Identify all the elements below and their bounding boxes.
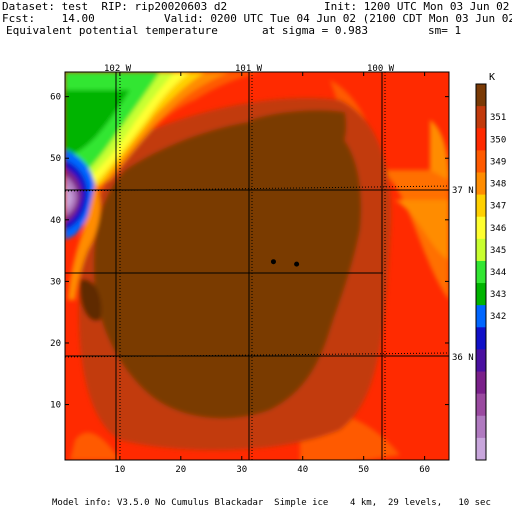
lon-label-102w: 102 W <box>104 64 132 74</box>
colorbar-level-label: 345 <box>490 246 506 256</box>
x-tick-label: 10 <box>114 465 125 475</box>
colorbar-frame <box>475 83 487 461</box>
y-tick-label: 20 <box>50 339 61 349</box>
lat-label-36n: 36 N <box>452 353 474 363</box>
y-tick-label: 60 <box>50 93 61 103</box>
colorbar-swatch <box>476 327 486 350</box>
colorbar-swatch <box>476 106 486 129</box>
x-tick-label: 30 <box>236 465 247 475</box>
y-tick-label: 30 <box>50 277 61 287</box>
y-tick-label: 10 <box>50 401 61 411</box>
graticule <box>64 72 450 460</box>
colorbar-swatch <box>476 415 486 439</box>
colorbar-level-label: 344 <box>490 268 506 278</box>
model-info: Model info: V3.5.0 No Cumulus Blackadar … <box>52 498 491 508</box>
colorbar-swatch <box>476 437 486 461</box>
colorbar-level-label: 343 <box>490 290 506 300</box>
colorbar-level-label: 342 <box>490 312 506 322</box>
theta-e-field <box>65 72 449 460</box>
y-tick-label: 40 <box>50 216 61 226</box>
colorbar-level-label: 348 <box>490 180 506 190</box>
colorbar: 351 350 349 348 347 346 345 344 343 342 <box>475 83 506 461</box>
x-tick-label: 60 <box>419 465 430 475</box>
plot-frame <box>64 71 450 461</box>
valid-time: Valid: 0200 UTC Tue 04 Jun 02 (2100 CDT … <box>164 12 512 25</box>
lon-label-101w: 101 W <box>235 64 263 74</box>
colorbar-level-label: 350 <box>490 135 506 145</box>
colorbar-level-label: 347 <box>490 202 506 212</box>
colorbar-swatch <box>476 194 486 218</box>
x-tick-label: 50 <box>358 465 369 475</box>
init-time: Init: 1200 UTC Mon 03 Jun 02 <box>324 0 510 13</box>
field-title: Equivalent potential temperature <box>6 24 218 37</box>
colorbar-swatch <box>476 371 486 395</box>
sigma-level: at sigma = 0.983 <box>262 24 368 37</box>
y-axis: 10 20 30 40 50 60 <box>50 93 449 411</box>
station-dot <box>270 259 276 265</box>
colorbar-swatch <box>476 84 486 107</box>
colorbar-swatch <box>476 283 486 306</box>
colorbar-swatch <box>476 393 486 417</box>
colorbar-swatch <box>476 349 486 373</box>
station-dot <box>294 261 300 267</box>
lat-label-37n: 37 N <box>452 186 474 196</box>
station-markers <box>270 259 300 267</box>
x-tick-label: 40 <box>297 465 308 475</box>
x-tick-label: 20 <box>175 465 186 475</box>
colorbar-swatch <box>476 305 486 328</box>
colorbar-swatch <box>476 238 486 262</box>
x-axis: 10 20 30 40 50 60 <box>114 72 430 475</box>
colorbar-level-label: 351 <box>490 113 506 123</box>
forecast-hour: Fcst: 14.00 <box>2 12 95 25</box>
colorbar-level-label: 349 <box>490 157 506 167</box>
dataset-label: Dataset: test RIP: rip20020603 d2 <box>2 0 228 13</box>
colorbar-swatch <box>476 128 486 151</box>
colorbar-swatch <box>476 172 486 196</box>
y-tick-label: 50 <box>50 154 61 164</box>
colorbar-level-label: 346 <box>490 224 506 234</box>
colorbar-swatch <box>476 216 486 240</box>
colorbar-unit: K <box>489 72 495 83</box>
smoothing-label: sm= 1 <box>428 24 462 37</box>
colorbar-swatch <box>476 150 486 173</box>
colorbar-swatch <box>476 260 486 284</box>
lon-label-100w: 100 W <box>367 64 395 74</box>
